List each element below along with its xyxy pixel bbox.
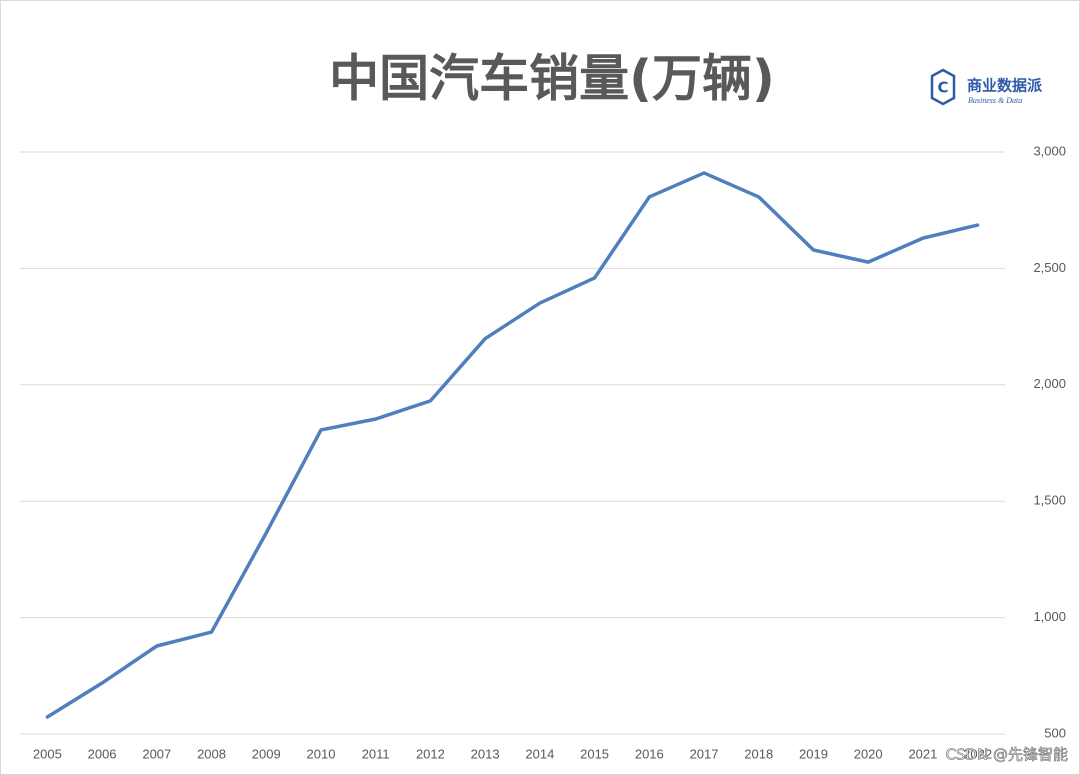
x-tick-label: 2022 bbox=[963, 746, 992, 761]
y-tick-label: 500 bbox=[1044, 725, 1066, 740]
x-tick-label: 2014 bbox=[525, 746, 554, 761]
y-tick-label: 1,000 bbox=[1033, 609, 1066, 624]
y-tick-label: 3,000 bbox=[1033, 143, 1066, 158]
x-tick-label: 2011 bbox=[362, 746, 390, 761]
watermark: CSDN @先锋智能 bbox=[945, 746, 1068, 764]
logo-icon-letter: C bbox=[937, 79, 948, 97]
y-tick-label: 1,500 bbox=[1033, 493, 1066, 508]
x-tick-label: 2018 bbox=[744, 746, 773, 761]
x-tick-label: 2013 bbox=[471, 746, 500, 761]
y-tick-label: 2,500 bbox=[1033, 260, 1066, 275]
y-tick-label: 2,000 bbox=[1033, 376, 1066, 391]
plot-area: 500 1,000 1,500 2,000 2,500 3,000 2005 2006 2007… bbox=[20, 143, 1066, 761]
logo-name: 商业数据派 bbox=[967, 77, 1043, 95]
x-tick-label: 2007 bbox=[142, 746, 171, 761]
x-tick-label: 2005 bbox=[33, 746, 62, 761]
logo-icon bbox=[930, 68, 956, 106]
x-tick-label: 2008 bbox=[197, 746, 226, 761]
chart-title: 中国汽车销量(万辆) bbox=[329, 50, 775, 108]
x-tick-label: 2017 bbox=[690, 746, 719, 761]
logo: C 商业数据派 Business & Data bbox=[930, 68, 1043, 106]
x-tick-label: 2010 bbox=[307, 746, 336, 761]
data-line bbox=[45, 171, 980, 719]
x-tick-label: 2006 bbox=[88, 746, 117, 761]
x-tick-label: 2016 bbox=[635, 746, 664, 761]
x-tick-label: 2021 bbox=[908, 746, 937, 761]
x-tick-label: 2009 bbox=[252, 746, 281, 761]
x-tick-label: 2015 bbox=[580, 746, 609, 761]
x-tick-label: 2019 bbox=[799, 746, 828, 761]
x-tick-label: 2020 bbox=[854, 746, 883, 761]
x-tick-label: 2012 bbox=[416, 746, 445, 761]
logo-subtitle: Business & Data bbox=[968, 96, 1022, 105]
